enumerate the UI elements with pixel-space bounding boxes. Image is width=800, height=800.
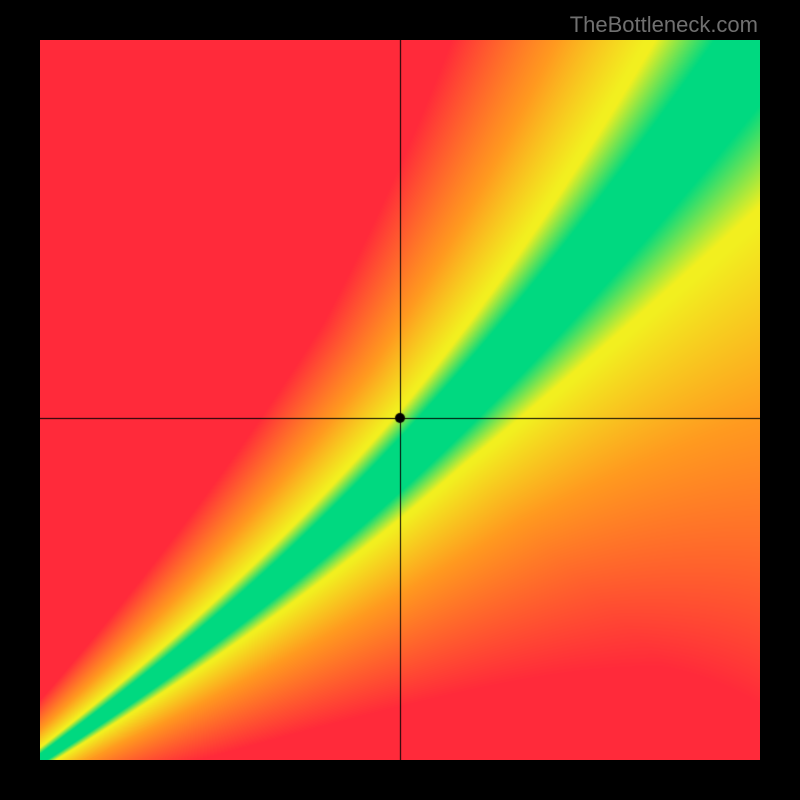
watermark-text: TheBottleneck.com (570, 12, 758, 38)
bottleneck-heatmap (40, 40, 760, 760)
chart-container: TheBottleneck.com (0, 0, 800, 800)
